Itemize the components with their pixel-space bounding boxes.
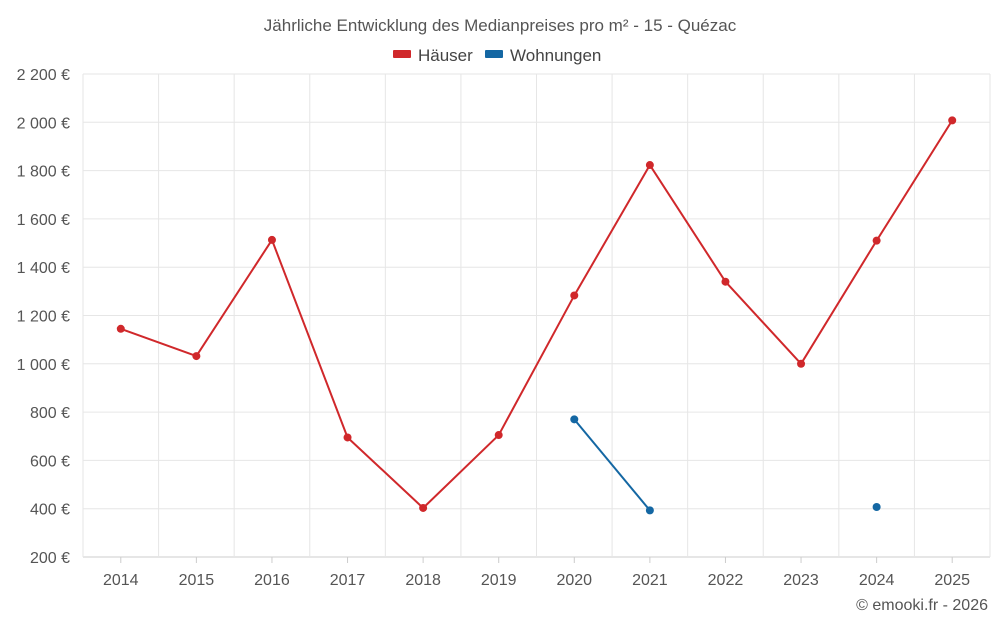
y-axis: 200 € 400 € 600 € 800 € 1 000 € 1 200 € 1 400 …	[17, 67, 70, 567]
legend-item-haeuser[interactable]: Häuser	[393, 46, 473, 65]
y-tick-label: 600 €	[30, 453, 70, 470]
grid	[82, 73, 991, 558]
x-tick-label: 2016	[254, 572, 290, 589]
data-point-haeuser[interactable]	[797, 359, 806, 368]
data-point-haeuser[interactable]	[721, 277, 730, 286]
y-tick-label: 200 €	[30, 550, 70, 567]
y-tick-label: 1 400 €	[17, 260, 70, 277]
y-tick-label: 1 800 €	[17, 164, 70, 181]
legend-swatch-haeuser	[393, 50, 411, 58]
x-tick-label: 2021	[632, 572, 668, 589]
series-line-wohnungen	[573, 418, 651, 512]
legend-item-wohnungen[interactable]: Wohnungen	[485, 46, 601, 65]
data-point-wohnungen[interactable]	[872, 503, 881, 512]
y-tick-label: 1 200 €	[17, 309, 70, 326]
data-point-haeuser[interactable]	[494, 431, 503, 440]
chart-title: Jährliche Entwicklung des Medianpreises …	[264, 16, 737, 35]
x-tick-label: 2019	[481, 572, 517, 589]
plot-area	[116, 116, 957, 515]
credit-text: © emooki.fr - 2026	[856, 597, 988, 614]
data-point-haeuser[interactable]	[948, 116, 957, 125]
x-tick-label: 2023	[783, 572, 819, 589]
x-tick-label: 2017	[330, 572, 366, 589]
x-tick-label: 2015	[179, 572, 215, 589]
x-tick-label: 2020	[556, 572, 592, 589]
legend[interactable]: Häuser Wohnungen	[393, 46, 601, 65]
data-point-haeuser[interactable]	[645, 161, 654, 170]
data-point-haeuser[interactable]	[192, 352, 201, 361]
data-point-haeuser[interactable]	[419, 503, 428, 512]
y-tick-label: 1 000 €	[17, 357, 70, 374]
x-tick-label: 2014	[103, 572, 139, 589]
y-tick-label: 2 000 €	[17, 115, 70, 132]
y-tick-label: 2 200 €	[17, 67, 70, 84]
series-line-haeuser	[120, 119, 954, 509]
data-point-haeuser[interactable]	[872, 236, 881, 245]
x-tick-label: 2022	[708, 572, 744, 589]
legend-swatch-wohnungen	[485, 50, 503, 58]
x-axis: 2014 2015 2016 2017 2018 2019 2020 2021 2022 2023…	[103, 557, 970, 589]
data-point-wohnungen[interactable]	[645, 506, 654, 515]
x-tick-label: 2025	[934, 572, 970, 589]
y-tick-label: 400 €	[30, 502, 70, 519]
data-point-wohnungen[interactable]	[570, 415, 579, 424]
y-tick-label: 1 600 €	[17, 212, 70, 229]
y-tick-label: 800 €	[30, 405, 70, 422]
x-tick-label: 2018	[405, 572, 441, 589]
data-point-haeuser[interactable]	[116, 324, 125, 333]
data-point-haeuser[interactable]	[267, 235, 276, 244]
data-point-haeuser[interactable]	[570, 291, 579, 300]
legend-label-wohnungen: Wohnungen	[510, 46, 601, 65]
data-point-haeuser[interactable]	[343, 433, 352, 442]
x-tick-label: 2024	[859, 572, 895, 589]
legend-label-haeuser: Häuser	[418, 46, 473, 65]
